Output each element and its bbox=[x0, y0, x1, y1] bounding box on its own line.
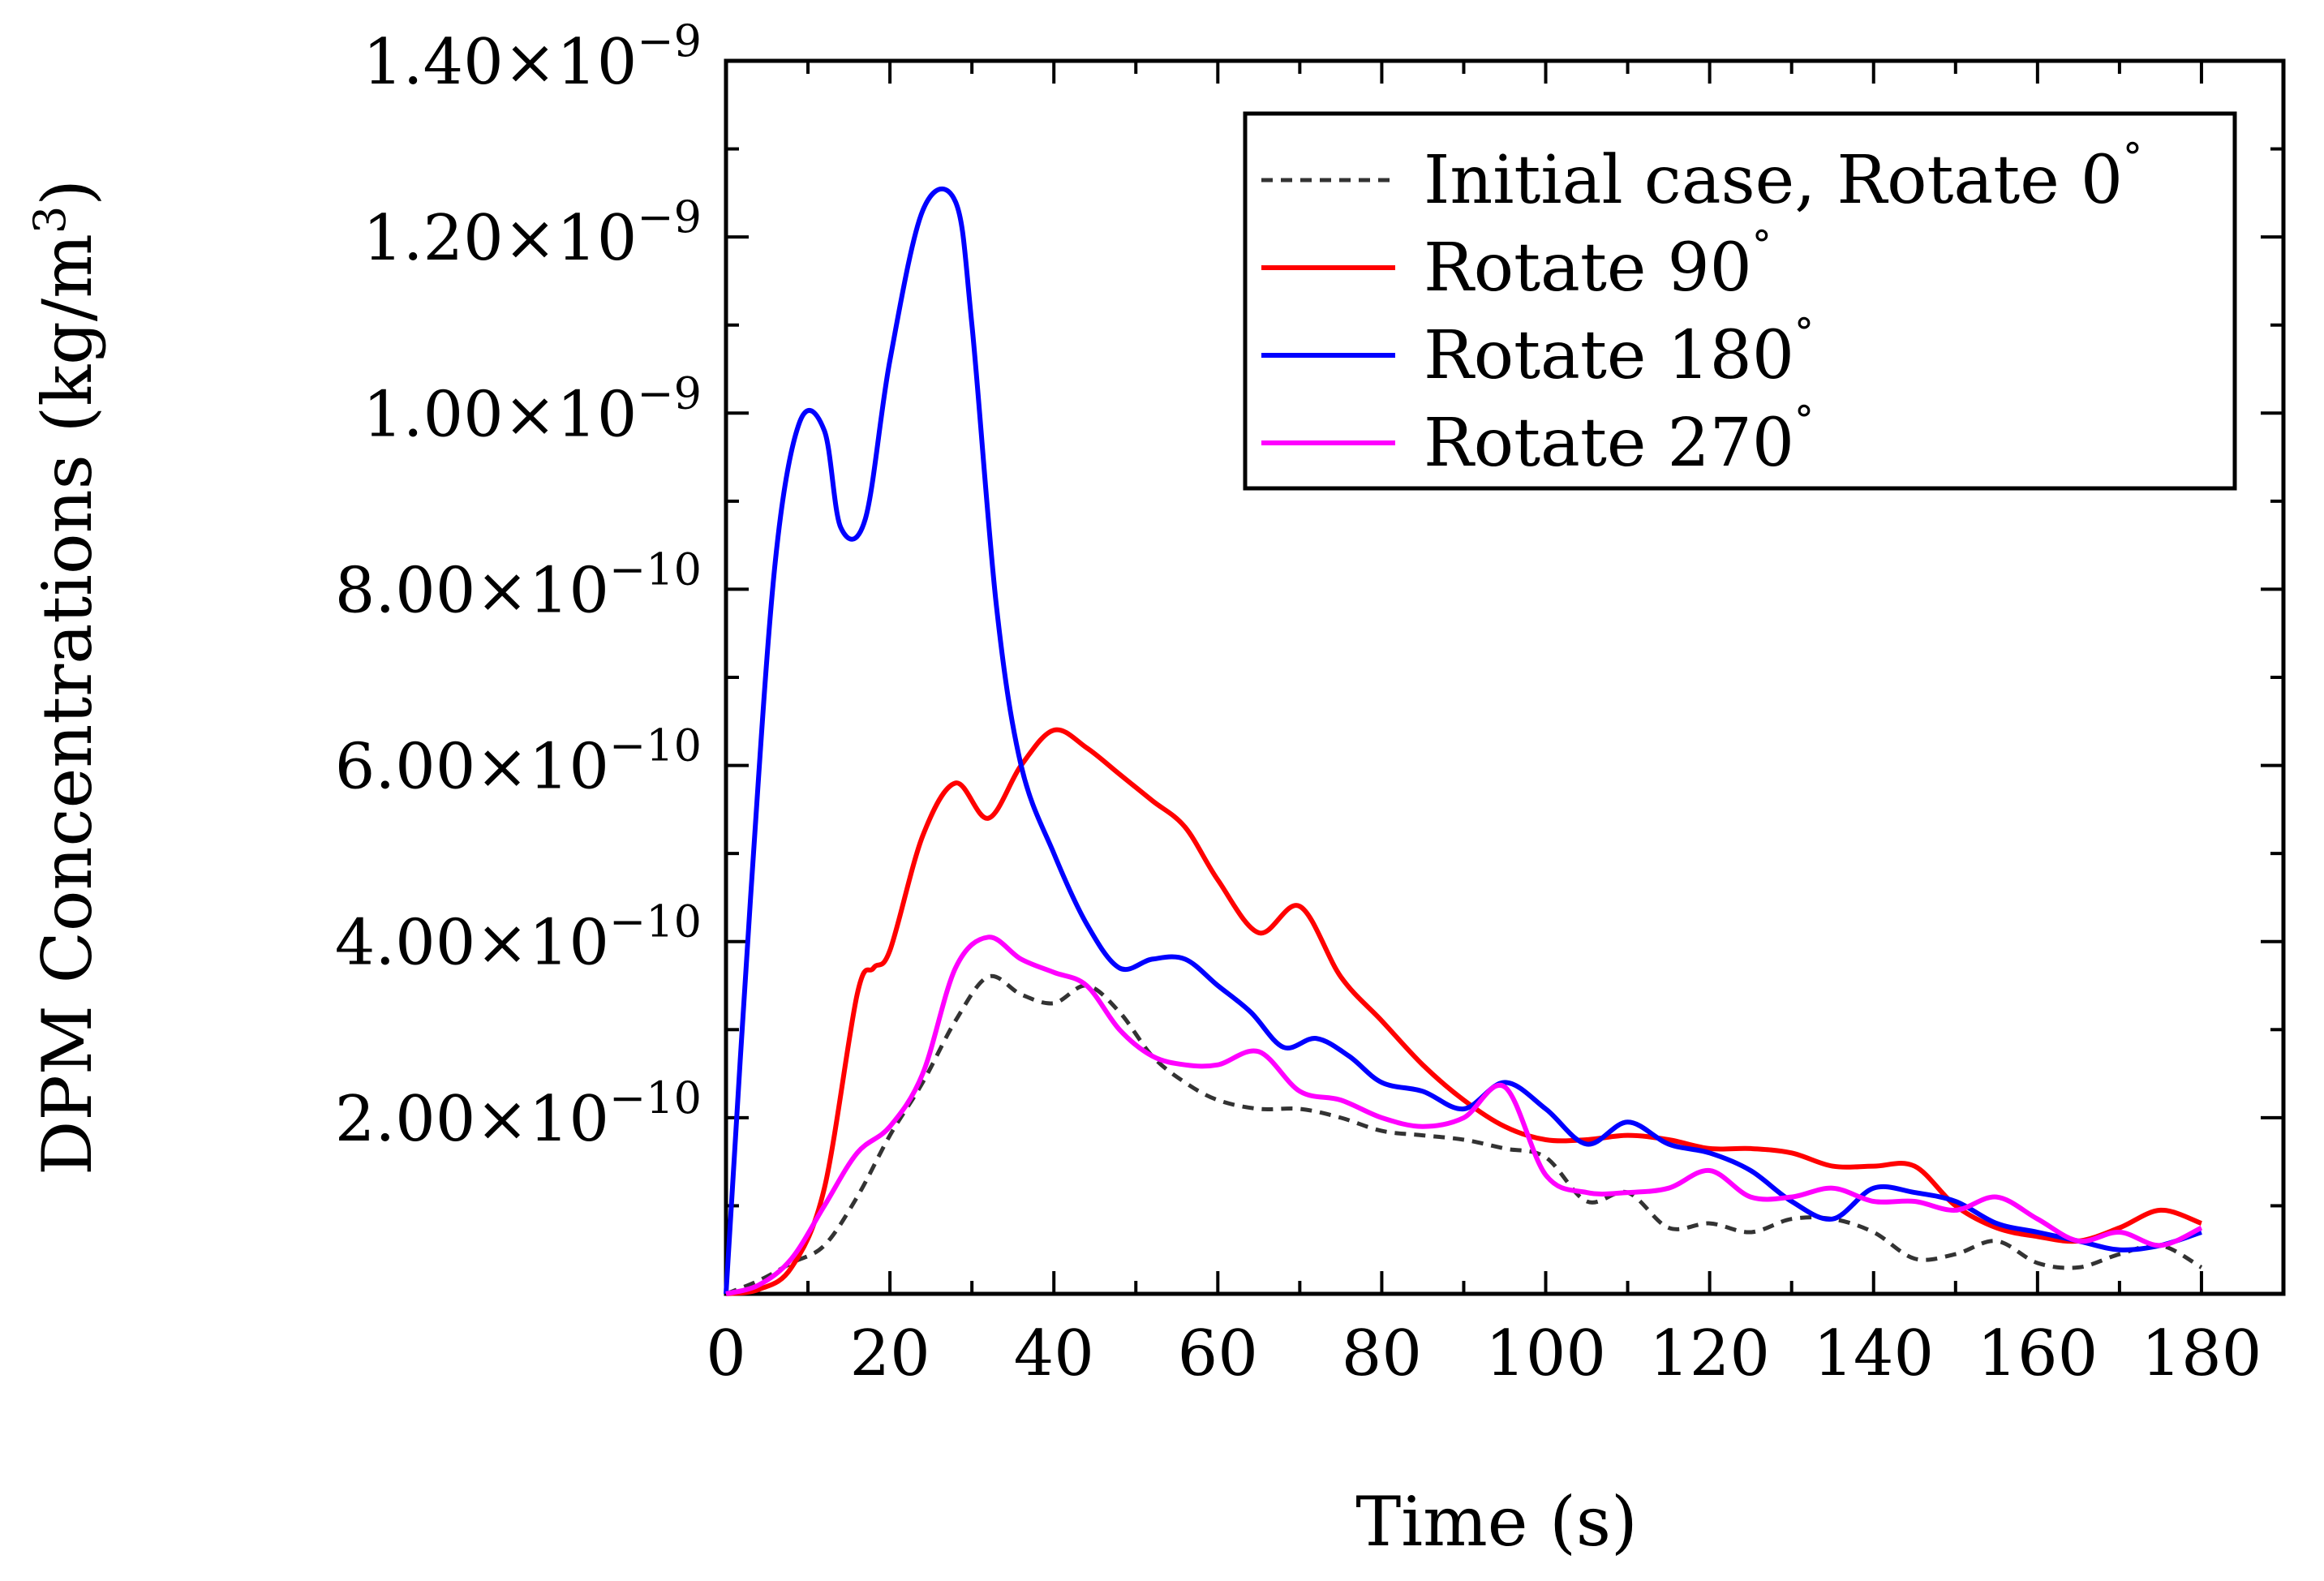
y-tick-exponent: −9 bbox=[637, 367, 702, 419]
y-tick-exponent: −9 bbox=[637, 191, 702, 243]
y-tick-times: × bbox=[475, 731, 528, 804]
series-lines bbox=[724, 186, 2203, 1296]
y-tick-mantissa: 6.00 bbox=[335, 731, 476, 804]
y-tick-times: × bbox=[504, 202, 556, 275]
x-tick-label: 100 bbox=[1485, 1317, 1606, 1390]
y-tick-base: 10 bbox=[556, 378, 637, 451]
legend-label-degree: ° bbox=[1794, 310, 1814, 355]
y-tick-exponent: −10 bbox=[609, 543, 702, 595]
y-axis-title: DPM Concentrations (kg/m3) bbox=[24, 179, 107, 1175]
y-tick-times: × bbox=[475, 1083, 528, 1156]
legend-label-2: Rotate 180° bbox=[1424, 310, 1814, 394]
y-tick-mantissa: 4.00 bbox=[335, 907, 476, 980]
y-tick-mantissa: 8.00 bbox=[335, 554, 476, 627]
legend-label-name: Rotate 180 bbox=[1424, 317, 1794, 394]
y-tick-label: 2.00×10−10 bbox=[335, 1072, 702, 1156]
y-tick-labels: 2.00×10−104.00×10−106.00×10−108.00×10−10… bbox=[335, 15, 702, 1156]
x-axis-title: Time (s) bbox=[1355, 1482, 1638, 1562]
y-tick-base: 10 bbox=[529, 1083, 609, 1156]
legend-label-name: Rotate 90 bbox=[1424, 230, 1752, 307]
series-line-0 bbox=[725, 973, 2203, 1296]
y-tick-label: 4.00×10−10 bbox=[335, 896, 702, 980]
x-tick-labels: 0 20 40 60 80 100 120 140 160 180 bbox=[706, 1317, 2262, 1390]
y-tick-label: 1.40×10−9 bbox=[363, 15, 702, 99]
y-tick-label: 6.00×10−10 bbox=[335, 720, 702, 804]
y-tick-times: × bbox=[475, 907, 528, 980]
x-tick-label: 20 bbox=[849, 1317, 930, 1390]
x-tick-label: 0 bbox=[706, 1317, 746, 1390]
y-tick-exponent: −9 bbox=[637, 15, 702, 67]
y-tick-times: × bbox=[504, 26, 556, 99]
y-tick-base: 10 bbox=[529, 554, 609, 627]
legend-label-name: Initial case, Rotate 0 bbox=[1424, 142, 2123, 219]
legend-label-degree: ° bbox=[1794, 397, 1814, 443]
series-line-2 bbox=[724, 186, 2202, 1295]
y-tick-times: × bbox=[504, 378, 556, 451]
legend-label-0: Initial case, Rotate 0° bbox=[1424, 135, 2142, 219]
legend-label-degree: ° bbox=[1752, 222, 1772, 268]
y-tick-exponent: −10 bbox=[609, 720, 702, 771]
y-tick-label: 1.20×10−9 bbox=[363, 191, 702, 275]
x-tick-label: 120 bbox=[1649, 1317, 1770, 1390]
x-tick-label: 180 bbox=[2141, 1317, 2262, 1390]
x-tick-label: 80 bbox=[1342, 1317, 1422, 1390]
x-tick-label: 140 bbox=[1813, 1317, 1934, 1390]
y-tick-label: 8.00×10−10 bbox=[335, 543, 702, 627]
y-tick-label: 1.00×10−9 bbox=[363, 367, 702, 451]
y-axis-title-sup: 3 bbox=[24, 206, 75, 234]
y-axis-title-main: DPM Concentrations (kg/m bbox=[28, 234, 107, 1175]
legend-label-1: Rotate 90° bbox=[1424, 222, 1772, 307]
legend: Initial case, Rotate 0°Rotate 90°Rotate … bbox=[1243, 111, 2237, 491]
y-tick-base: 10 bbox=[556, 26, 637, 99]
y-tick-mantissa: 1.20 bbox=[363, 202, 504, 275]
legend-label-3: Rotate 270° bbox=[1424, 397, 1814, 482]
legend-label-degree: ° bbox=[2123, 135, 2142, 180]
series-line-1 bbox=[725, 727, 2202, 1296]
legend-label-name: Rotate 270 bbox=[1424, 405, 1794, 482]
y-tick-mantissa: 1.00 bbox=[363, 378, 504, 451]
y-tick-base: 10 bbox=[529, 731, 609, 804]
legend-box bbox=[1243, 111, 2237, 491]
x-tick-label: 160 bbox=[1977, 1317, 2098, 1390]
y-tick-base: 10 bbox=[556, 202, 637, 275]
y-axis-title-close: ) bbox=[28, 179, 107, 206]
y-tick-base: 10 bbox=[529, 907, 609, 980]
y-tick-mantissa: 1.40 bbox=[363, 26, 504, 99]
x-tick-label: 60 bbox=[1178, 1317, 1258, 1390]
y-tick-times: × bbox=[475, 554, 528, 627]
y-tick-exponent: −10 bbox=[609, 1072, 702, 1123]
y-tick-mantissa: 2.00 bbox=[335, 1083, 476, 1156]
y-tick-exponent: −10 bbox=[609, 896, 702, 947]
series-line-3 bbox=[725, 934, 2203, 1296]
x-tick-label: 40 bbox=[1014, 1317, 1094, 1390]
